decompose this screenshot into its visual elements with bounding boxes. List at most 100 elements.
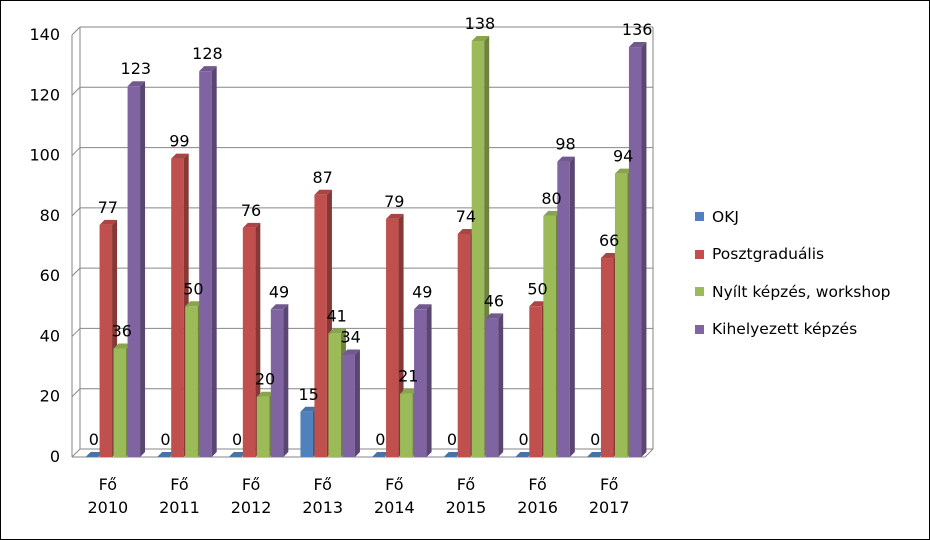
bar-top (485, 313, 504, 319)
bar-top (400, 388, 418, 394)
bar-top (372, 452, 390, 457)
bar-top (85, 452, 104, 457)
data-label: 0 (232, 430, 242, 449)
bar (543, 215, 556, 457)
data-label: 34 (341, 328, 361, 347)
bar-top (99, 219, 118, 225)
category-label: Fő 2010 (87, 475, 128, 517)
bar (614, 173, 628, 457)
legend-item-posztgradualis: Posztgraduális (695, 236, 925, 274)
bar-top (543, 210, 561, 216)
bar (600, 258, 614, 457)
legend: OKJ Posztgraduális Nyílt képzés, worksho… (695, 198, 925, 348)
bar-top (471, 36, 490, 42)
bar-side (641, 42, 647, 458)
bar-side (140, 81, 146, 457)
bar-top (515, 452, 533, 457)
data-label: 98 (555, 135, 575, 154)
floor-edge (644, 448, 654, 458)
data-label: 136 (622, 20, 653, 39)
bar-top (199, 66, 217, 72)
bar (127, 86, 141, 457)
data-label: 0 (160, 430, 170, 449)
data-label: 20 (255, 370, 275, 389)
data-label: 50 (527, 279, 547, 298)
bar-top (457, 228, 476, 234)
category-label: Fő 2017 (589, 475, 630, 517)
legend-label: Posztgraduális (712, 245, 825, 264)
bar (185, 306, 198, 457)
data-label: 41 (327, 306, 347, 325)
data-label: 66 (599, 231, 619, 250)
gridline-depth (71, 388, 81, 398)
y-tick-label: 80 (40, 206, 60, 225)
data-label: 138 (465, 14, 496, 33)
bar-top (300, 406, 318, 412)
bar (199, 71, 212, 458)
gridline-depth (71, 26, 81, 36)
data-label: 99 (169, 132, 189, 151)
data-label: 21 (398, 367, 418, 386)
bar-side (569, 156, 575, 457)
bar (471, 41, 485, 458)
y-tick-labels: 0 20 40 60 80 100 120 140 (29, 25, 60, 466)
gridline-depth (71, 448, 81, 458)
bar-top (256, 391, 275, 397)
gridline-depth (71, 267, 81, 277)
bar (557, 161, 570, 457)
bar-top (171, 153, 189, 159)
data-label: 87 (313, 168, 333, 187)
data-label: 76 (241, 201, 261, 220)
bar-top (342, 349, 360, 355)
legend-item-kihelyezett-kepzes: Kihelyezett képzés (695, 311, 925, 349)
data-label: 79 (384, 192, 404, 211)
bar (171, 158, 184, 458)
legend-item-nyilt-kepzes: Nyílt képzés, workshop (695, 273, 925, 311)
bar (314, 194, 327, 457)
data-label: 74 (456, 207, 476, 226)
bar-top (628, 42, 647, 48)
bar-top (157, 452, 175, 457)
bar (485, 318, 499, 457)
bar (328, 333, 341, 457)
category-labels: Fő 2010 Fő 2011 Fő 2012 Fő 2013 Fő 2014 Fő 2015 Fő 20… (87, 475, 629, 517)
data-label: 0 (89, 430, 99, 449)
legend-label: Kihelyezett képzés (712, 320, 858, 339)
bar (400, 393, 413, 457)
gridline-depth (71, 86, 81, 96)
data-label: 0 (518, 430, 528, 449)
legend-label: OKJ (712, 207, 739, 226)
data-label: 0 (375, 430, 385, 449)
data-label: 77 (98, 198, 118, 217)
gridline-depth (71, 147, 81, 156)
legend-swatch (695, 212, 704, 222)
data-label: 0 (447, 430, 457, 449)
y-tick-label: 140 (29, 25, 60, 44)
data-label: 49 (412, 282, 432, 301)
bar-top (600, 253, 619, 259)
category-label: Fő 2012 (231, 475, 272, 517)
data-label: 128 (192, 44, 223, 63)
bar (628, 47, 642, 458)
y-tick-label: 120 (29, 85, 60, 104)
bar-top (314, 189, 332, 195)
bar (99, 224, 113, 457)
bar-top (443, 452, 462, 457)
bar-side (211, 66, 217, 458)
legend-swatch (695, 249, 704, 259)
data-label: 49 (269, 282, 289, 301)
y-tick-label: 100 (29, 146, 60, 165)
data-label: 123 (121, 59, 152, 78)
bar-side (354, 349, 360, 457)
bar-top (228, 452, 247, 457)
category-label: Fő 2013 (302, 475, 343, 517)
category-label: Fő 2015 (446, 475, 487, 517)
bar-top (127, 81, 146, 87)
bar (457, 233, 471, 457)
legend-label: Nyílt képzés, workshop (712, 282, 891, 301)
bar-top (614, 168, 633, 174)
bar (529, 306, 542, 457)
bars (85, 36, 647, 458)
bar-top (386, 213, 404, 219)
